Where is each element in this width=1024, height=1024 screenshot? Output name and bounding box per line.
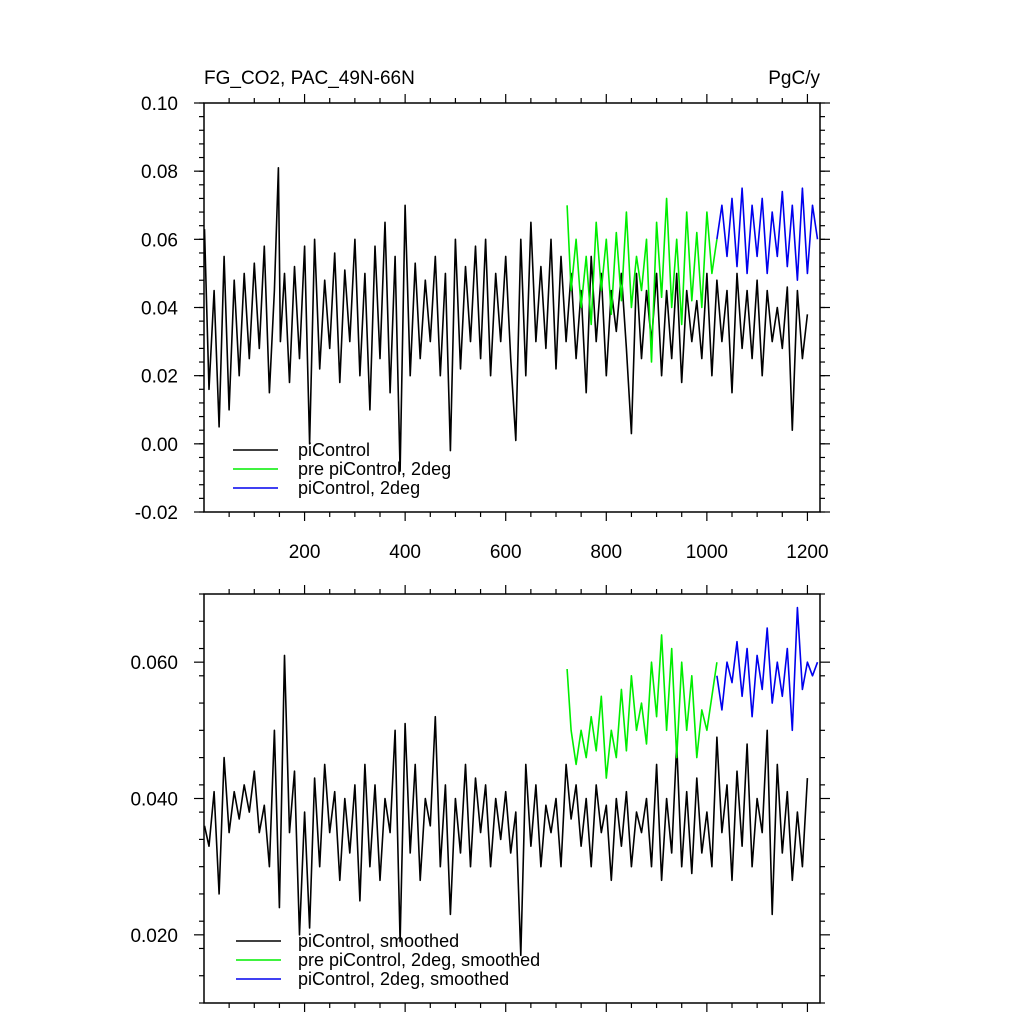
chart-units: PgC/y	[768, 68, 820, 89]
x-tick-label: 1200	[786, 542, 828, 563]
y-tick-label: 0.04	[141, 299, 178, 320]
y-tick-label: 0.08	[141, 162, 178, 183]
x-tick-label: 800	[590, 542, 622, 563]
top-legend: piControl pre piControl, 2deg piControl,…	[233, 440, 451, 498]
top-y-tick-labels: -0.02 0.00 0.02 0.04 0.06 0.08 0.10	[135, 94, 179, 524]
top-series-group	[203, 167, 819, 472]
series-line	[203, 167, 809, 472]
x-tick-label: 600	[490, 542, 522, 563]
bottom-ticks	[194, 585, 830, 1012]
bottom-legend: piControl, smoothed pre piControl, 2deg,…	[236, 931, 540, 989]
series-line	[566, 634, 718, 779]
y-tick-label: 0.00	[141, 435, 178, 456]
top-ticks	[194, 94, 830, 521]
chart-title: FG_CO2, PAC_49N-66N	[204, 68, 415, 89]
x-tick-label: 200	[289, 542, 321, 563]
y-tick-label: 0.040	[130, 790, 178, 811]
series-line	[716, 187, 819, 282]
y-tick-label: -0.02	[135, 503, 178, 524]
bottom-y-tick-labels: 0.020 0.040 0.060	[130, 653, 178, 947]
x-tick-label: 1000	[686, 542, 728, 563]
top-panel: FG_CO2, PAC_49N-66N PgC/y -0.02 0.00 0.0…	[135, 68, 830, 563]
y-tick-label: 0.060	[130, 653, 178, 674]
legend-label: piControl, 2deg	[298, 478, 420, 498]
x-tick-label: 400	[389, 542, 421, 563]
bottom-panel: 0.020 0.040 0.060 piControl, smoothed pr…	[130, 585, 830, 1012]
y-tick-label: 0.10	[141, 94, 178, 115]
legend-label: pre piControl, 2deg, smoothed	[298, 950, 540, 970]
series-line	[203, 654, 809, 957]
y-tick-label: 0.020	[130, 926, 178, 947]
series-line	[566, 197, 718, 363]
legend-label: pre piControl, 2deg	[298, 459, 451, 479]
y-tick-label: 0.06	[141, 230, 178, 251]
series-line	[716, 606, 819, 732]
y-tick-label: 0.02	[141, 367, 178, 388]
top-x-tick-labels: 200 400 600 800 1000 1200	[289, 542, 829, 563]
legend-label: piControl	[298, 440, 370, 460]
bottom-series-group	[203, 606, 819, 957]
legend-label: piControl, 2deg, smoothed	[298, 969, 509, 989]
legend-label: piControl, smoothed	[298, 931, 459, 951]
